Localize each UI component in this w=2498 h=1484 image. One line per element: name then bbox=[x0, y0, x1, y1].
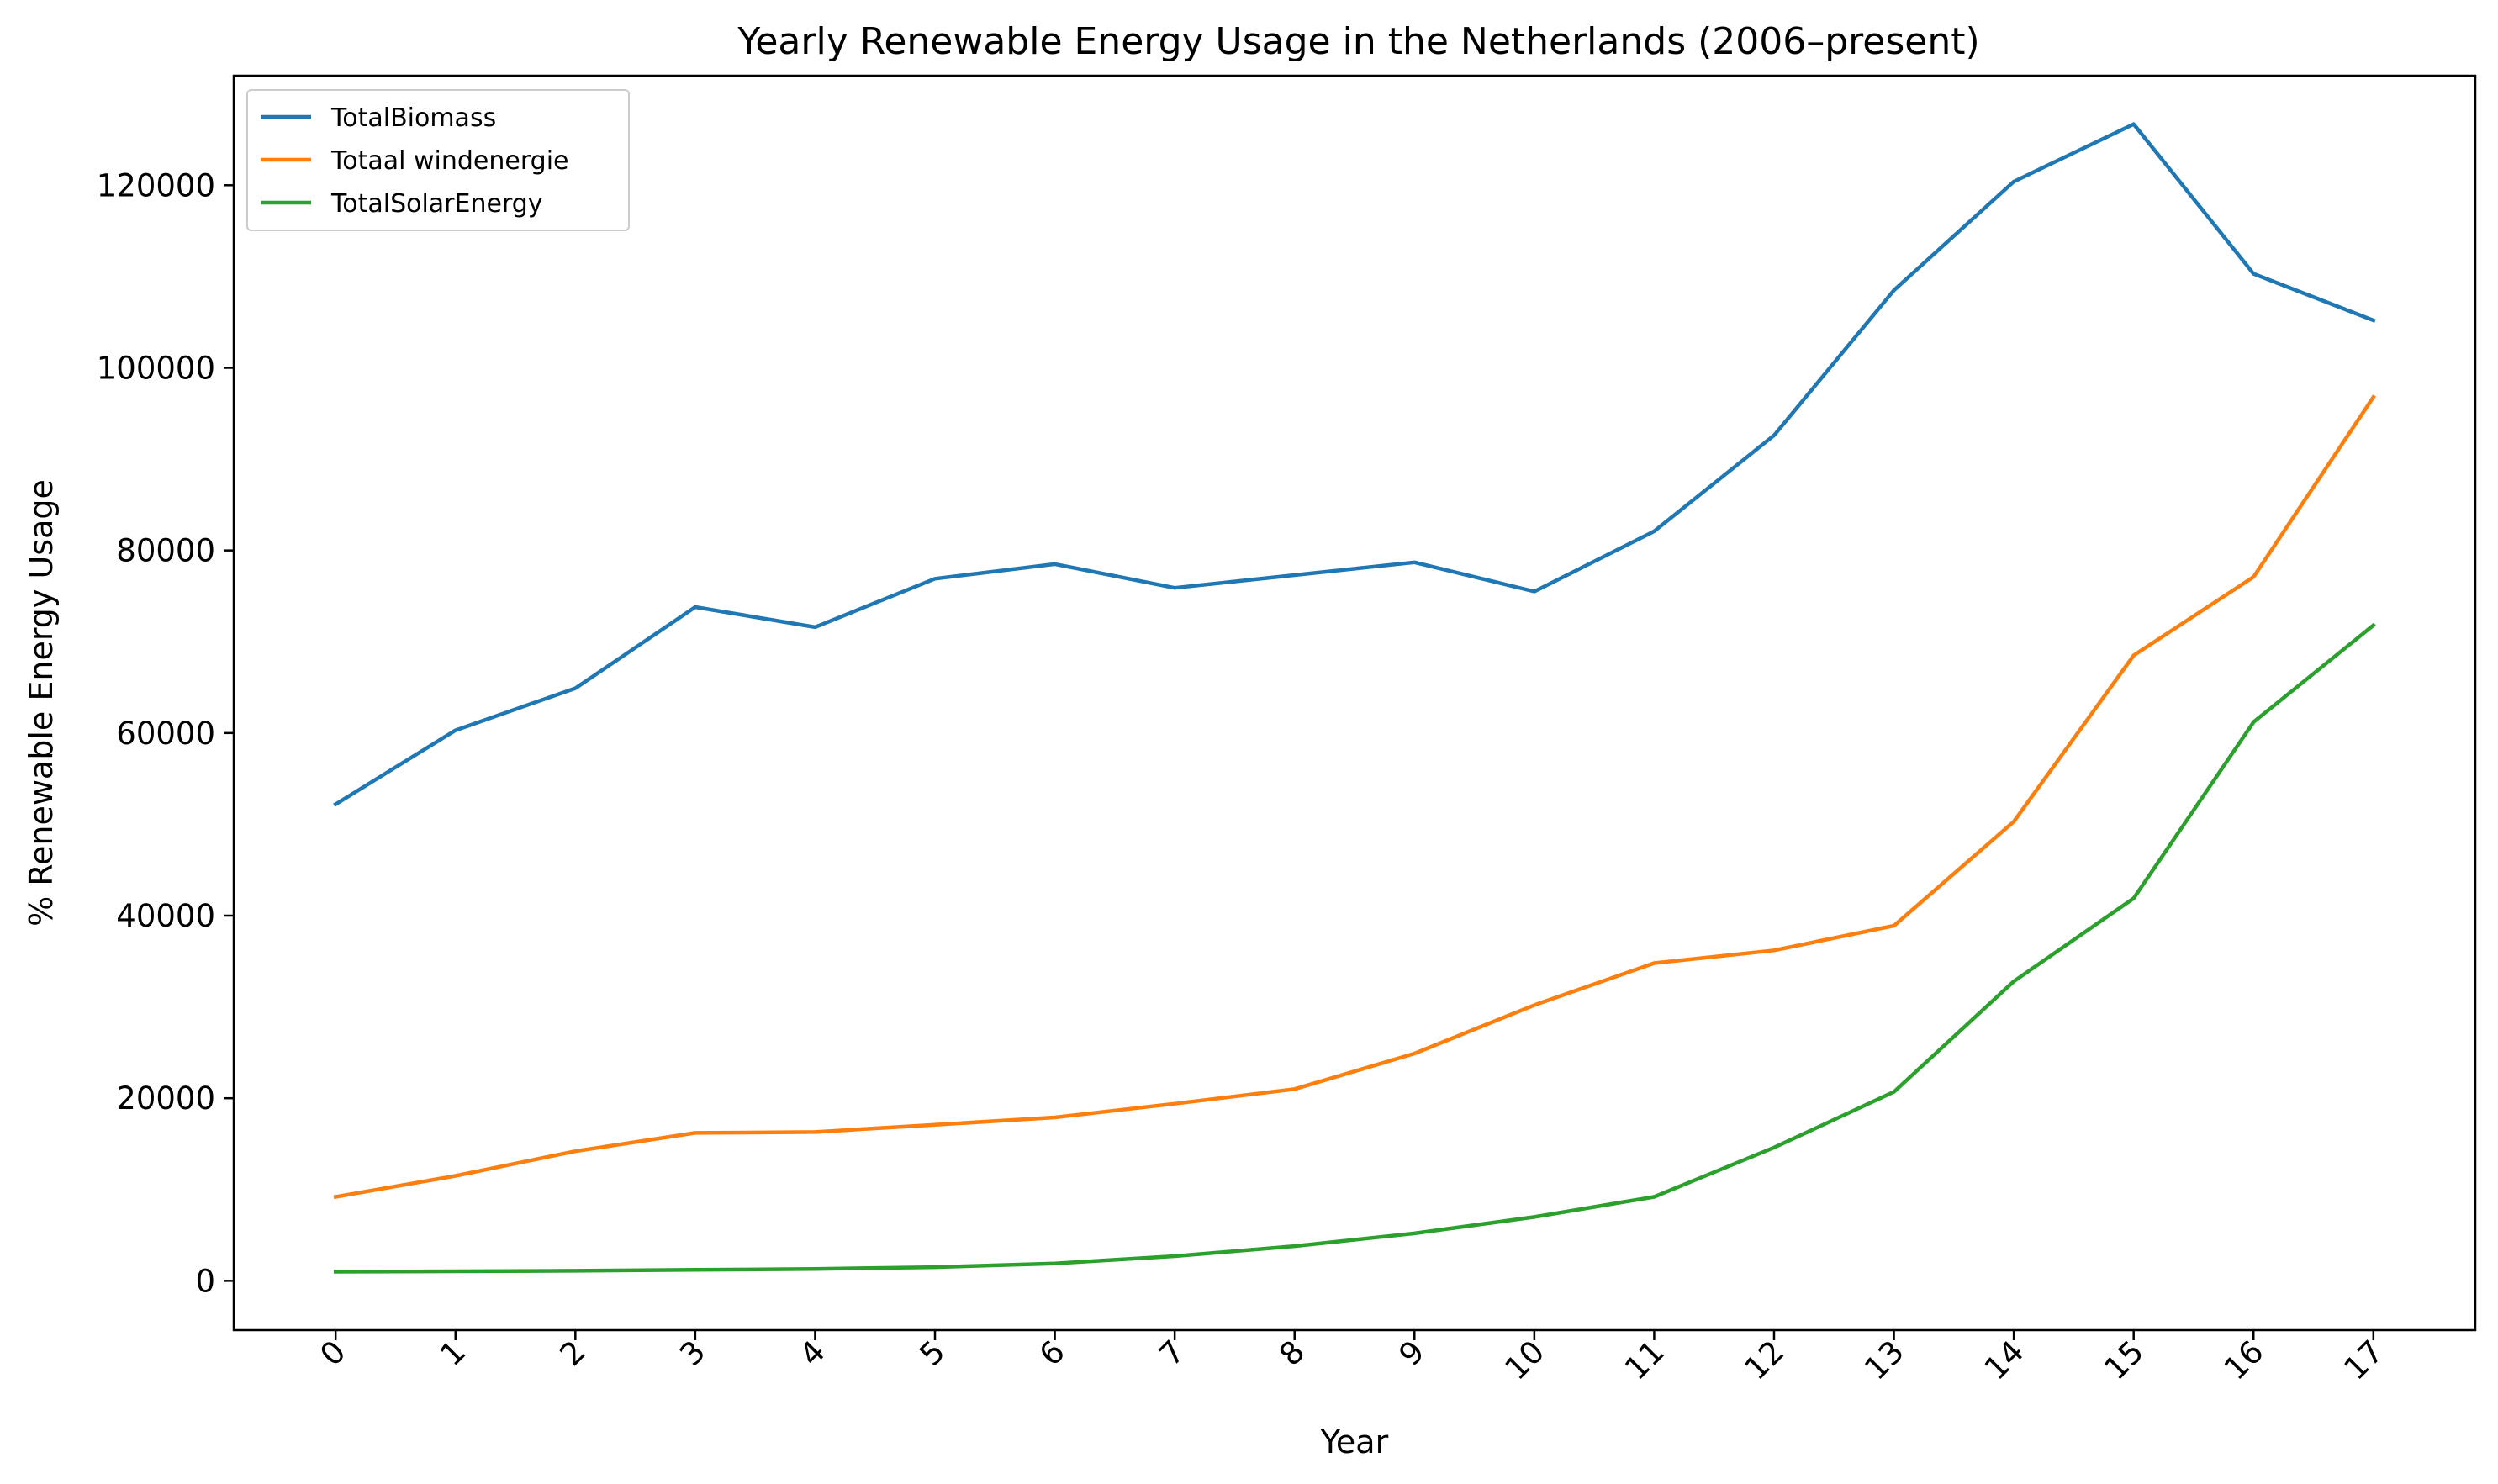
y-tick-label: 40000 bbox=[116, 898, 215, 934]
series-line-0 bbox=[333, 122, 2376, 807]
series-line-1 bbox=[333, 394, 2376, 1200]
y-tick-label: 80000 bbox=[116, 533, 215, 569]
y-tick-label: 60000 bbox=[116, 716, 215, 752]
legend-entry-0: TotalBiomass bbox=[330, 103, 496, 133]
y-axis: 0 20000 40000 60000 80000 100000 120000 bbox=[97, 167, 234, 1299]
legend-box bbox=[246, 89, 630, 231]
plot-lines bbox=[333, 122, 2376, 1274]
y-tick-label: 0 bbox=[195, 1263, 215, 1299]
chart-title: Yearly Renewable Energy Usage in the Net… bbox=[737, 20, 1979, 63]
legend-entry-2: TotalSolarEnergy bbox=[330, 189, 543, 219]
plot-frame bbox=[232, 74, 2477, 1332]
y-tick-label: 100000 bbox=[97, 350, 215, 386]
x-axis-label: Year bbox=[1320, 1423, 1389, 1460]
y-tick-label: 120000 bbox=[97, 167, 215, 203]
series-line-2 bbox=[333, 622, 2376, 1274]
legend: TotalBiomass Totaal windenergie TotalSolar… bbox=[246, 89, 630, 231]
y-axis-label: % Renewable Energy Usage bbox=[23, 479, 60, 927]
legend-entry-1: Totaal windenergie bbox=[330, 146, 568, 176]
y-tick-label: 20000 bbox=[116, 1080, 215, 1117]
